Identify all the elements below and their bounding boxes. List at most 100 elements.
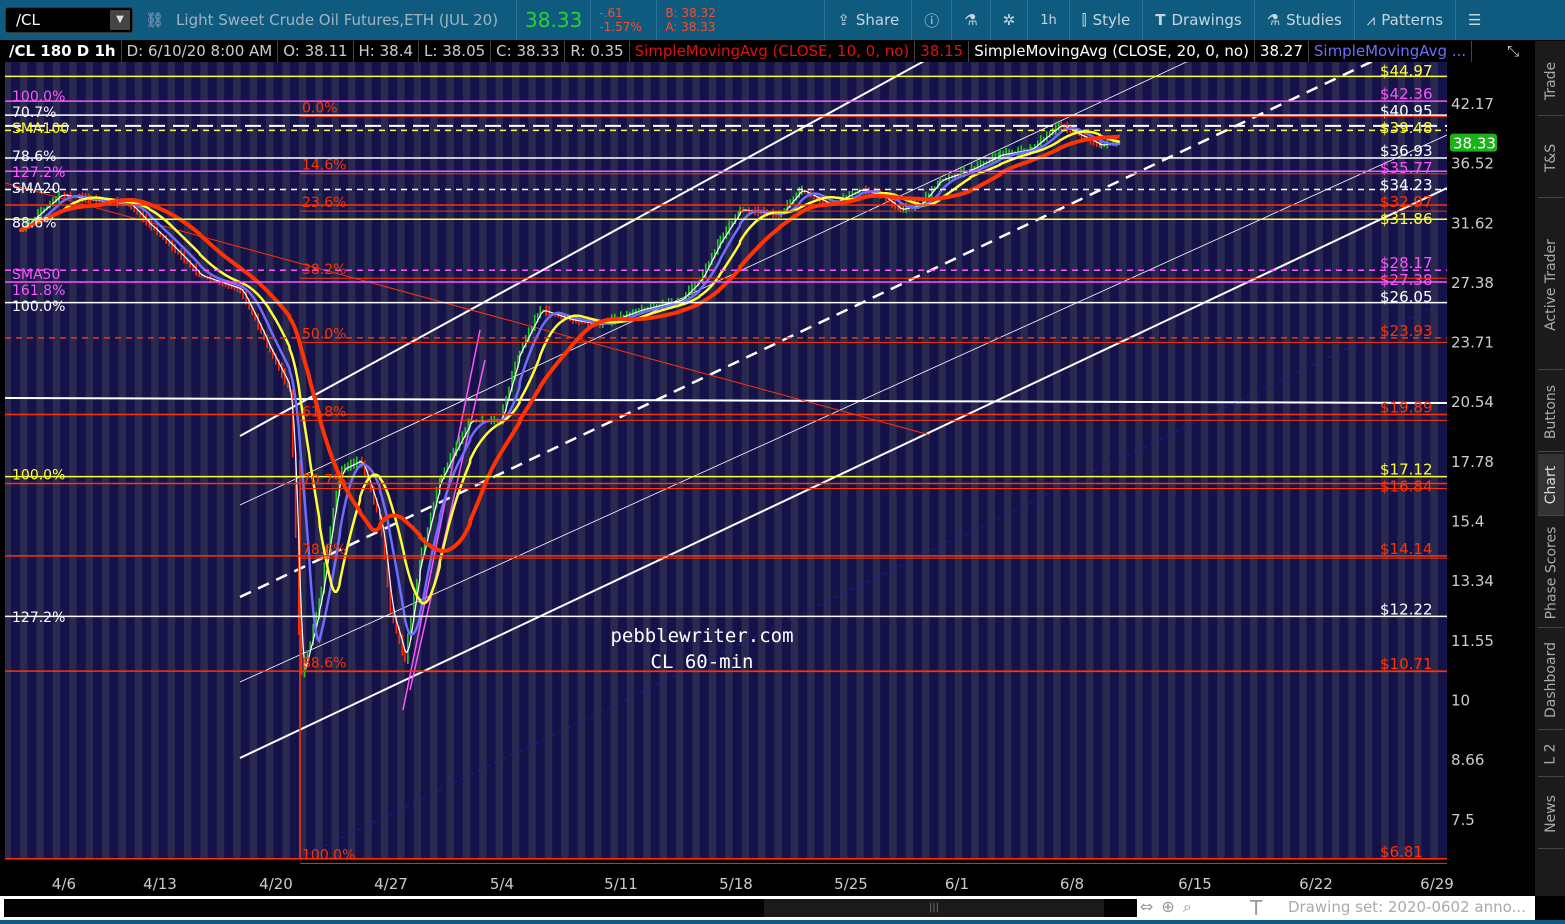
instrument-description: Light Sweet Crude Oil Futures,ETH (JUL 2… [176,11,499,29]
scrollbar-thumb[interactable]: ||| [764,899,1104,917]
side-tab-label: News [1543,794,1559,833]
session-stripe [798,62,808,858]
session-stripe [1224,62,1234,858]
date-tick-label: 6/22 [1299,875,1333,893]
session-stripe [27,62,37,858]
fib-label: 78.6% [302,542,346,558]
price-chart[interactable]: $44.97 $42.36$40.95$39.48 $36.93$35.77$34.… [0,62,1535,872]
sma-more-label[interactable]: SimpleMovingAvg ... [1309,41,1473,62]
share-icon: ⇪ [837,11,850,29]
session-stripe [1109,62,1119,858]
session-stripe [1044,62,1054,858]
session-stripe [273,62,283,858]
session-stripe [1339,62,1349,858]
symbol-selector[interactable]: /CL ▼ [5,7,133,33]
session-stripe [43,62,53,858]
zoom-icon[interactable]: ⌕ [1182,897,1200,916]
side-tab-dashboard[interactable]: Dashboard [1538,630,1564,730]
session-stripe [945,62,955,858]
session-stripe [1093,62,1103,858]
last-price: 38.33 [525,8,583,32]
side-panel: Trade T&S Active Trader Buttons Chart Phase S… [1535,41,1565,896]
session-stripe [125,62,135,858]
date-tick-label: 6/15 [1178,875,1212,893]
fib-label: 88.6% [302,656,346,672]
timeframe-button[interactable]: 1h [1027,0,1069,40]
session-stripe [667,62,676,858]
session-stripe [863,62,873,858]
share-button[interactable]: ⇪ Share [824,0,911,40]
horizontal-scrollbar[interactable]: ||| [4,899,1137,917]
trend-line [299,299,1448,859]
date-tick-label: 5/4 [489,875,515,893]
channel-line [239,62,1374,599]
price-tick-label: 10 [1451,692,1470,710]
last-price-badge-text: 38.33 [1453,135,1496,153]
side-tab-phase-scores[interactable]: Phase Scores [1538,518,1564,628]
session-stripe [1306,62,1316,858]
flask-button[interactable]: ⚗ [951,0,989,40]
style-button[interactable]: ⫿ Style [1068,0,1143,40]
watermark-text: pebblewriter.com [610,625,793,647]
crosshair-icon[interactable]: ⊕ [1161,897,1183,916]
session-stripe [158,62,168,858]
session-stripe [503,62,512,858]
session-stripe [289,62,299,858]
price-level-label: $6.81 [1380,843,1423,861]
settings-button[interactable]: ✲ [989,0,1028,40]
bottom-bar: ||| ⇔⊕⌕ T Drawing set: 2020-0602 anno... [0,896,1535,920]
price-level-label: $28.17 [1380,254,1433,272]
price-level-label: $26.05 [1380,288,1433,306]
fib-label: 61.8% [302,404,346,420]
session-stripe [240,62,250,858]
bar-low: L: 38.05 [419,41,492,62]
side-tab-chart[interactable]: Chart [1538,454,1564,516]
level-percent-label: 100.0% [12,89,65,105]
fib-label: 23.6% [302,195,346,211]
drawing-set-status[interactable]: Drawing set: 2020-0602 anno... [1288,898,1526,916]
channel-line [239,134,1448,683]
level-percent-label: 161.8% [12,283,65,299]
session-stripe [896,62,906,858]
info-button[interactable]: ⓘ [911,0,951,40]
price-tick-label: 27.38 [1451,274,1494,292]
price-level-label: $17.12 [1380,461,1433,479]
link-icon[interactable]: ⛓ [145,11,165,29]
sma10-label[interactable]: SimpleMovingAvg (CLOSE, 10, 0, no) [630,41,916,62]
collapse-icon[interactable]: ⤡ [1507,42,1520,60]
price-tick-label: 8.66 [1451,751,1484,769]
side-tab-t-s[interactable]: T&S [1538,118,1564,198]
sma20-label[interactable]: SimpleMovingAvg (CLOSE, 20, 0, no) [969,41,1255,62]
session-stripe [1241,62,1250,858]
session-stripe [1027,62,1037,858]
pan-icon[interactable]: ⇔ [1140,897,1162,916]
net-change: -.61 [599,6,623,20]
drawings-button[interactable]: T Drawings [1142,0,1253,40]
session-stripe [831,62,840,858]
side-tab-trade[interactable]: Trade [1538,46,1564,116]
date-tick-label: 5/25 [834,875,868,893]
patterns-button[interactable]: ⩘ Patterns [1353,0,1455,40]
chevron-down-icon[interactable]: ▼ [110,10,130,30]
date-tick-label: 4/13 [143,875,177,893]
menu-button[interactable]: ☰ [1455,0,1493,40]
side-tab-active-trader[interactable]: Active Trader [1538,200,1564,370]
studies-button[interactable]: ⚗ Studies [1253,0,1354,40]
price-level-label: $16.84 [1380,478,1433,496]
last-price-badge [1450,133,1497,152]
side-tab-l-2[interactable]: L 2 [1538,732,1564,777]
date-tick-label: 5/18 [719,875,753,893]
price-level-label: $27.38 [1380,271,1433,289]
price-level-label: $10.71 [1380,655,1433,673]
session-stripe [11,62,20,858]
side-tab-buttons[interactable]: Buttons [1538,372,1564,452]
session-stripe [404,62,414,858]
side-tab-label: Buttons [1543,384,1560,439]
bar-date: D: 6/10/20 8:00 AM [122,41,279,62]
gear-icon: ✲ [1002,11,1016,29]
side-tab-news[interactable]: News [1538,779,1564,849]
list-icon: ☰ [1468,11,1482,29]
session-stripe [1208,62,1218,858]
session-stripe [453,62,463,858]
drawing-text-icon[interactable]: T [1250,896,1263,920]
